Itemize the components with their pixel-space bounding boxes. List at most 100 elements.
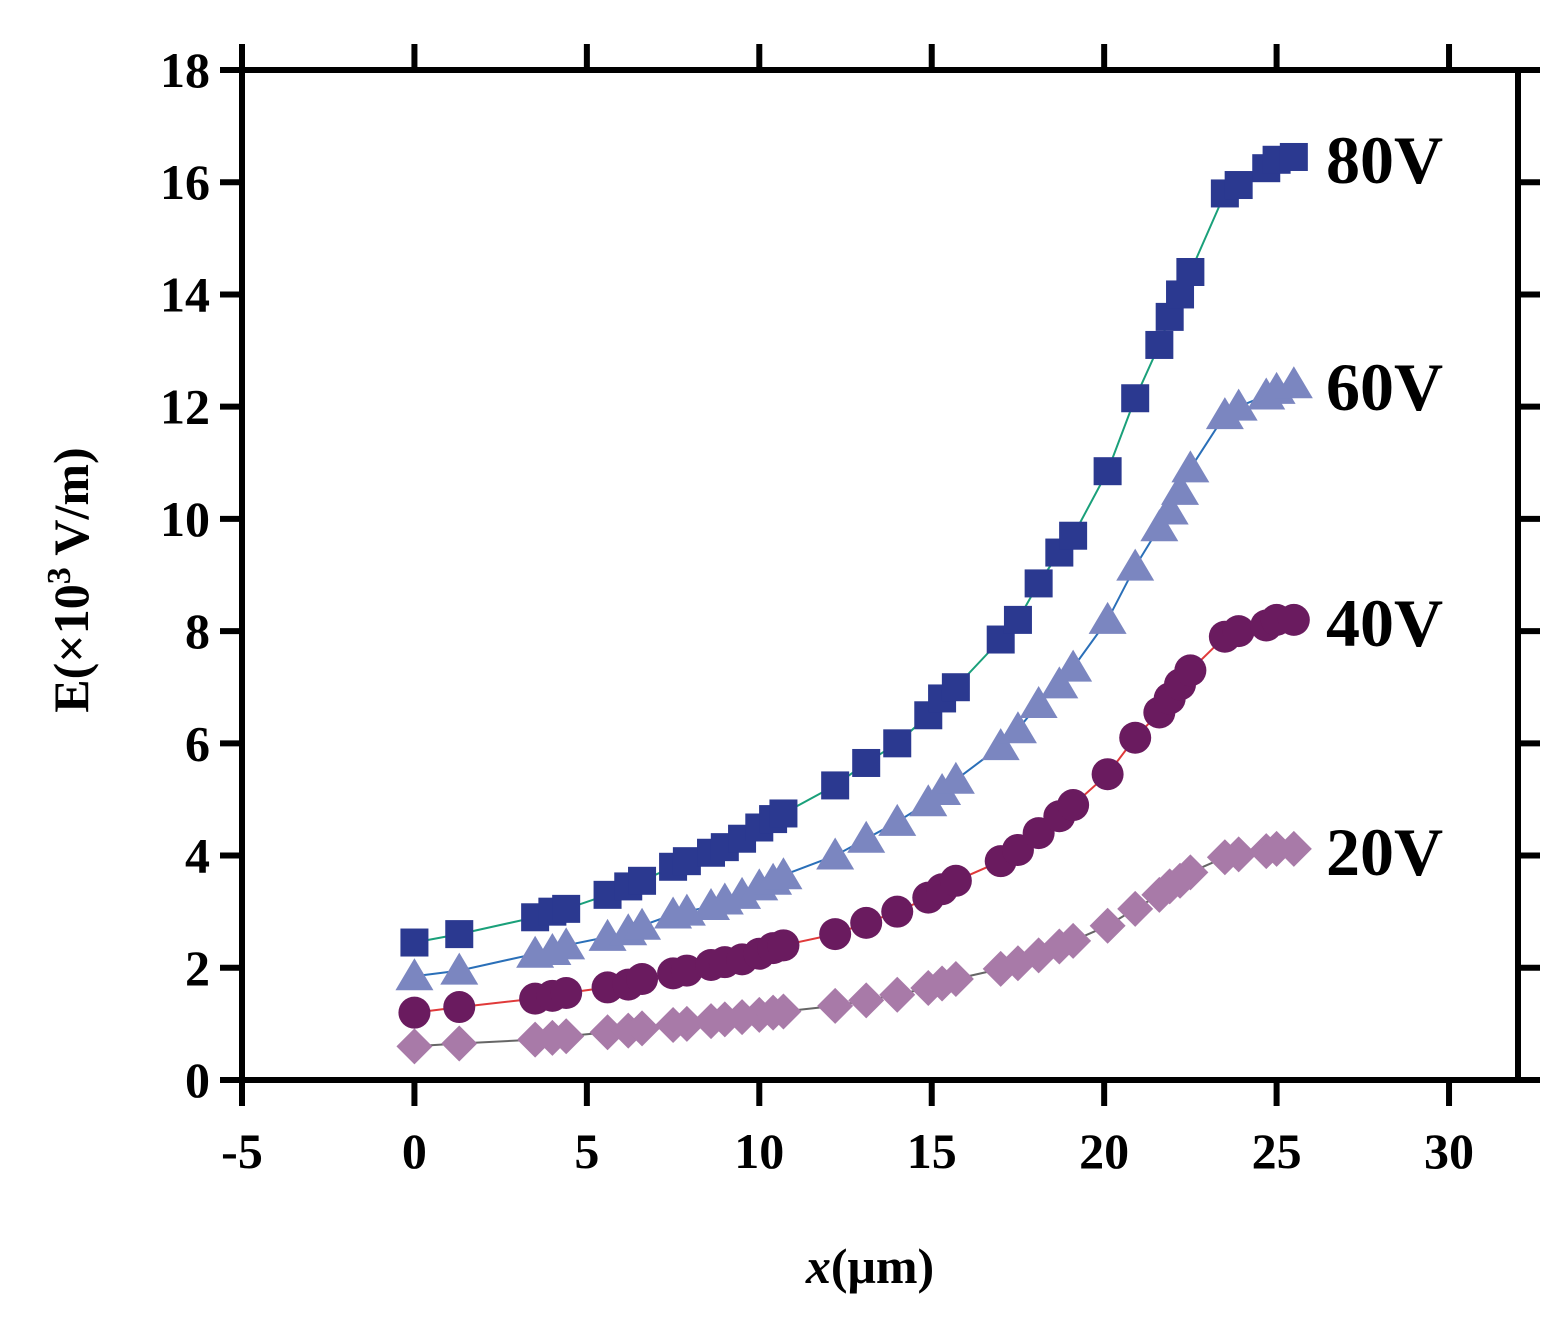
data-point-40V <box>550 977 583 1010</box>
y-axis-title-tail: V/m) <box>43 447 99 567</box>
data-point-20V <box>624 1010 661 1047</box>
data-point-60V <box>1150 492 1189 525</box>
data-point-40V <box>1091 758 1124 791</box>
data-point-40V <box>939 864 972 897</box>
series-label-40V: 40V <box>1326 585 1443 661</box>
data-point-80V <box>672 847 701 876</box>
data-point-40V <box>1057 789 1090 822</box>
series-labels: 80V 60V 40V 20V <box>1326 122 1443 890</box>
data-point-20V <box>1055 922 1092 959</box>
data-point-20V <box>396 1028 433 1065</box>
data-point-80V <box>445 920 474 949</box>
y-tick-label: 0 <box>185 1052 210 1108</box>
data-point-80V <box>852 748 881 777</box>
data-point-20V <box>1117 890 1154 927</box>
y-axis-title-main: E(×10 <box>43 584 99 713</box>
y-tick-label: 10 <box>160 491 210 547</box>
data-point-60V <box>440 952 479 985</box>
data-point-40V <box>819 918 852 951</box>
x-tick-label: 0 <box>402 1123 427 1179</box>
data-point-60V <box>1054 649 1093 682</box>
data-point-80V <box>1279 142 1308 171</box>
data-point-80V <box>1059 521 1088 550</box>
data-point-40V <box>398 996 431 1029</box>
data-point-60V <box>395 958 434 991</box>
data-point-80V <box>628 866 657 895</box>
data-point-40V <box>767 929 800 962</box>
data-point-80V <box>769 799 798 828</box>
data-point-20V <box>817 987 854 1024</box>
x-axis-title: x(μm) <box>805 1238 934 1294</box>
data-point-80V <box>1024 569 1053 598</box>
data-point-60V <box>1140 509 1179 542</box>
series-label-60V: 60V <box>1326 349 1443 425</box>
data-point-60V <box>723 876 762 909</box>
data-point-40V <box>1222 615 1255 648</box>
data-point-80V <box>1176 258 1205 286</box>
data-point-40V <box>1277 603 1310 636</box>
y-tick-label: 6 <box>185 715 210 771</box>
data-point-20V <box>1172 854 1209 891</box>
data-point-20V <box>1220 836 1257 873</box>
data-point-60V <box>1274 366 1313 399</box>
x-tick-label: 20 <box>1079 1123 1129 1179</box>
data-point-20V <box>668 1005 705 1042</box>
data-point-40V <box>1119 721 1152 754</box>
series-label-20V: 20V <box>1326 814 1443 890</box>
data-point-60V <box>764 857 803 890</box>
y-axis-title-sup: 3 <box>41 567 78 584</box>
data-point-80V <box>883 729 912 758</box>
data-point-60V <box>1040 666 1079 699</box>
data-point-20V <box>879 976 916 1013</box>
data-point-60V <box>936 761 975 794</box>
y-tick-label: 8 <box>185 603 210 659</box>
x-tick-label: 30 <box>1424 1123 1474 1179</box>
data-point-80V <box>941 673 970 702</box>
data-point-60V <box>1019 686 1058 719</box>
data-point-40V <box>850 906 883 939</box>
data-point-60V <box>998 711 1037 744</box>
x-axis-title-unit: (μm) <box>831 1238 934 1294</box>
data-point-60V <box>878 803 917 836</box>
x-axis-ticks: -5 0 5 10 15 20 25 30 <box>221 44 1474 1179</box>
y-axis-ticks: 0 2 4 6 8 10 12 14 16 18 <box>160 42 1540 1108</box>
data-point-60V <box>1088 601 1127 634</box>
data-point-20V <box>441 1025 478 1062</box>
data-point-60V <box>623 907 662 940</box>
data-point-20V <box>1275 830 1312 867</box>
data-point-60V <box>1116 548 1155 581</box>
data-point-60V <box>547 927 586 960</box>
y-tick-label: 12 <box>160 379 210 435</box>
y-tick-label: 2 <box>185 940 210 996</box>
data-point-80V <box>552 894 581 923</box>
data-point-40V <box>626 963 659 995</box>
data-point-80V <box>821 771 850 800</box>
data-point-20V <box>548 1018 585 1055</box>
data-point-80V <box>1003 605 1032 634</box>
series-line-80V <box>414 156 1294 944</box>
data-point-40V <box>881 895 914 928</box>
data-point-60V <box>816 837 855 870</box>
x-tick-label: 10 <box>734 1123 784 1179</box>
data-point-40V <box>443 991 476 1024</box>
data-point-80V <box>1145 330 1174 359</box>
y-tick-label: 14 <box>160 266 210 322</box>
data-point-60V <box>1219 388 1258 421</box>
y-axis-title: E(×103 V/m) <box>41 447 99 712</box>
data-point-20V <box>848 982 885 1019</box>
data-point-80V <box>1224 171 1253 200</box>
y-tick-label: 18 <box>160 42 210 98</box>
data-point-20V <box>589 1014 626 1051</box>
data-point-80V <box>1121 384 1150 413</box>
x-tick-label: 15 <box>907 1123 957 1179</box>
series-label-80V: 80V <box>1326 122 1443 198</box>
plot-frame <box>239 67 1521 1083</box>
y-tick-label: 16 <box>160 154 210 210</box>
x-tick-label: -5 <box>221 1123 263 1179</box>
data-point-40V <box>1174 654 1207 687</box>
data-point-40V <box>670 954 703 987</box>
data-point-60V <box>981 728 1020 761</box>
x-tick-label: 25 <box>1252 1123 1302 1179</box>
data-point-60V <box>847 820 886 853</box>
data-point-60V <box>1161 472 1200 505</box>
